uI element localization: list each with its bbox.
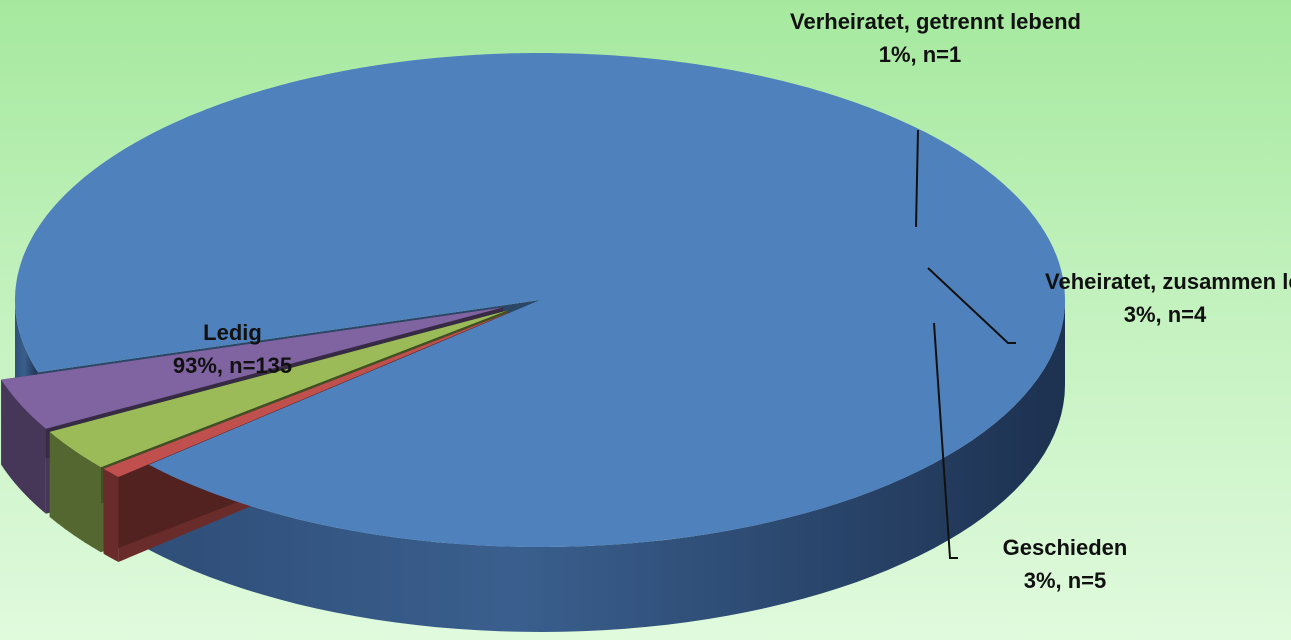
slice-label-veheiratet-zusammen: Veheiratet, zusammen lebend 3%, n=4 <box>1045 265 1291 331</box>
slice-rim-veheiratet-zusammen <box>49 431 101 553</box>
slice-value-veheiratet-zusammen: 3%, n=4 <box>1123 302 1207 327</box>
slice-rim-ledig <box>148 300 1066 632</box>
leader-lines <box>915 129 1016 559</box>
slice-tops <box>1 53 1065 547</box>
slice-name-geschieden: Geschieden <box>1002 535 1128 560</box>
slice-label-geschieden: Geschieden 3%, n=5 <box>960 531 1170 597</box>
slice-verheiratet-getrennt <box>103 312 510 477</box>
slice-rim-verheiratet-getrennt <box>103 468 119 562</box>
leader-veheiratet-zusammen <box>927 267 1016 344</box>
slice-value-geschieden: 3%, n=5 <box>1023 568 1107 593</box>
slice-label-ledig: Ledig 93%, n=135 <box>125 316 340 382</box>
slice-name-ledig: Ledig <box>203 320 262 345</box>
slice-label-verheiratet-getrennt: Verheiratet, getrennt lebend 1%, n=1 <box>790 5 1081 71</box>
slice-name-verheiratet-getrennt: Verheiratet, getrennt lebend <box>790 9 1081 34</box>
leader-verheiratet-getrennt <box>915 129 919 228</box>
leader-geschieden <box>933 322 958 559</box>
slice-name-veheiratet-zusammen: Veheiratet, zusammen lebend <box>1045 269 1291 294</box>
slice-rim-geschieden <box>1 379 46 514</box>
slice-value-ledig: 93%, n=135 <box>172 353 293 378</box>
slice-value-verheiratet-getrennt: 1%, n=1 <box>878 42 962 67</box>
slice-ledig <box>15 53 1065 547</box>
slice-geschieden <box>1 307 504 429</box>
slice-veheiratet-zusammen <box>49 310 507 468</box>
